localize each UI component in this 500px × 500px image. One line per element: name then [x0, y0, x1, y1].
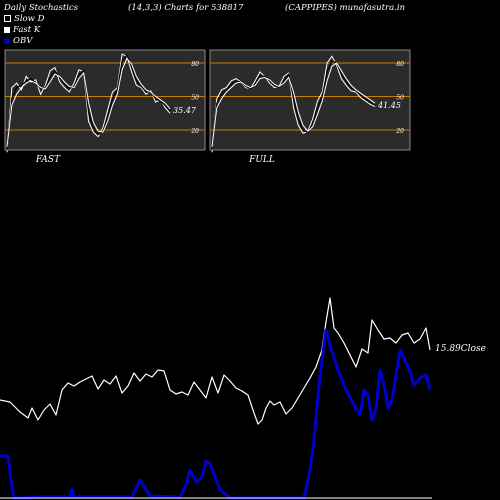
- obv-swatch-icon: [4, 37, 10, 44]
- fast-panel-frame: [4, 49, 206, 151]
- fast-k-swatch-icon: [4, 26, 10, 33]
- fast-stoch-series-1: [6, 54, 171, 151]
- obv-line: [0, 328, 432, 500]
- fast-stoch-series-0: [6, 53, 171, 153]
- legend-fast-k: Fast K: [4, 25, 40, 35]
- full-level-label-20: 20: [395, 128, 404, 135]
- legend-fast-k-label: Fast K: [13, 25, 41, 35]
- close-value-label: 15.89Close: [435, 344, 486, 354]
- full-stoch-series-1: [211, 59, 376, 151]
- full-panel-label: FULL: [248, 155, 275, 165]
- legend-slow-d-label: Slow D: [14, 14, 45, 24]
- slow-d-swatch-icon: [4, 15, 11, 22]
- chart-params: (14,3,3) Charts for 538817: [128, 3, 244, 13]
- legend-obv: OBV: [4, 36, 32, 46]
- chart-symbol: (CAPPIPES) munafasutra.in: [285, 3, 406, 13]
- chart-title: Daily Stochastics: [4, 3, 79, 13]
- close-price-line: [0, 297, 431, 425]
- fast-level-label-80: 80: [191, 61, 199, 68]
- fast-level-label-50: 50: [191, 95, 199, 102]
- full-stoch-series-0: [211, 55, 376, 153]
- full-level-label-50: 50: [396, 95, 404, 102]
- full-panel-frame: [209, 49, 411, 151]
- legend-slow-d: Slow D: [4, 14, 44, 24]
- fast-level-label-20: 20: [190, 128, 199, 135]
- full-level-label-80: 80: [396, 61, 404, 68]
- legend-obv-label: OBV: [13, 36, 33, 46]
- fast-last-value-label: 35.47: [173, 106, 197, 115]
- fast-stoch-series-2: [6, 57, 171, 147]
- fast-panel-label: FAST: [35, 155, 61, 165]
- full-last-value-label: 41.45: [377, 101, 401, 110]
- full-stoch-series-2: [211, 62, 376, 147]
